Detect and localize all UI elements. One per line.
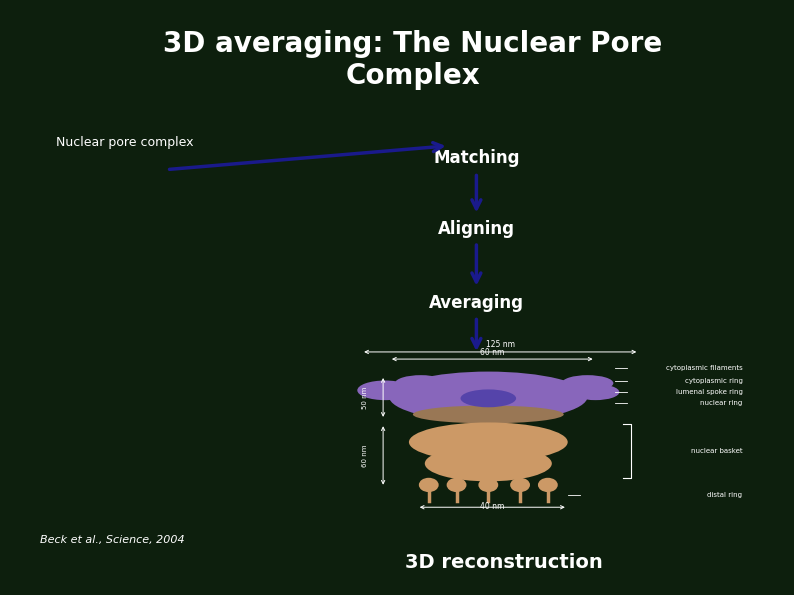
Ellipse shape (446, 478, 467, 492)
Text: Averaging: Averaging (429, 295, 524, 312)
Ellipse shape (425, 446, 552, 481)
Ellipse shape (389, 371, 588, 421)
Text: 125 nm: 125 nm (486, 340, 515, 349)
Text: 3D reconstruction: 3D reconstruction (405, 553, 603, 572)
Text: Beck et al., Science, 2004: Beck et al., Science, 2004 (40, 536, 184, 545)
Ellipse shape (413, 406, 564, 424)
Text: 50 nm: 50 nm (362, 386, 368, 409)
Ellipse shape (409, 422, 568, 462)
Text: 40 nm: 40 nm (480, 502, 504, 511)
Text: Aligning: Aligning (438, 220, 515, 238)
Text: cytoplasmic ring: cytoplasmic ring (684, 377, 742, 384)
Ellipse shape (538, 478, 557, 492)
Text: lumenal spoke ring: lumenal spoke ring (676, 389, 742, 395)
Text: cytoplasmic filaments: cytoplasmic filaments (665, 365, 742, 371)
Ellipse shape (478, 478, 499, 492)
Text: 60 nm: 60 nm (362, 444, 368, 466)
Ellipse shape (395, 375, 446, 392)
Text: nuclear basket: nuclear basket (691, 448, 742, 454)
Text: Matching: Matching (434, 149, 519, 167)
Text: 3D averaging: The Nuclear Pore
Complex: 3D averaging: The Nuclear Pore Complex (164, 30, 662, 90)
Ellipse shape (357, 381, 413, 400)
Text: Nuclear pore complex: Nuclear pore complex (56, 136, 193, 149)
Ellipse shape (419, 478, 438, 492)
Ellipse shape (562, 375, 613, 392)
Text: 60 nm: 60 nm (480, 348, 504, 357)
Ellipse shape (510, 478, 530, 492)
Ellipse shape (461, 389, 516, 407)
Text: distal ring: distal ring (707, 491, 742, 498)
Text: nuclear ring: nuclear ring (700, 400, 742, 406)
Ellipse shape (572, 384, 619, 400)
